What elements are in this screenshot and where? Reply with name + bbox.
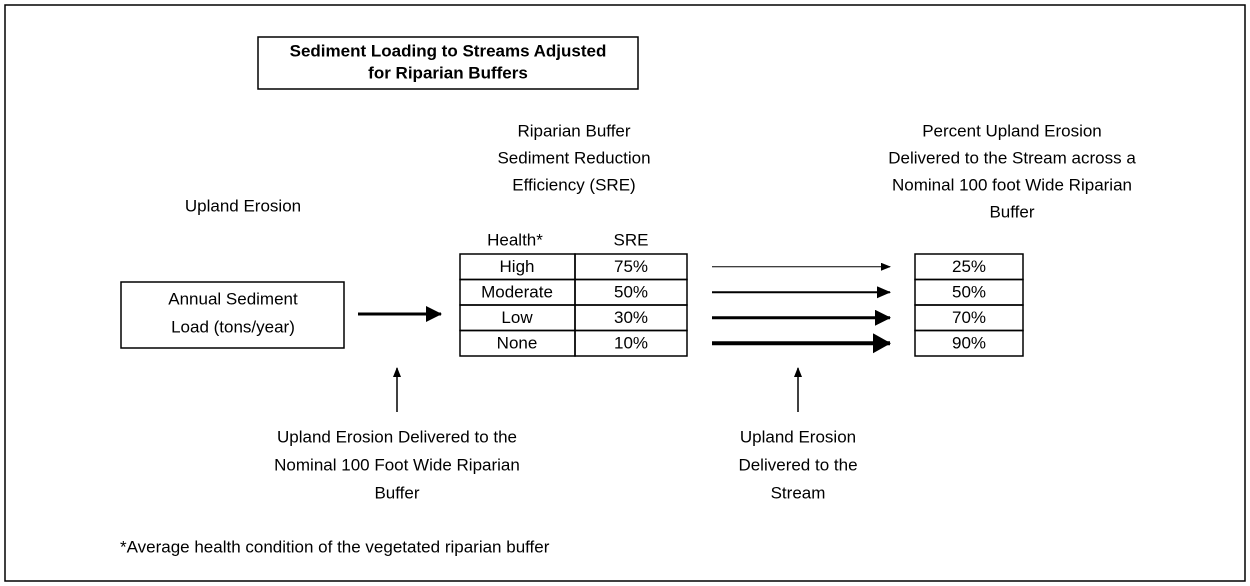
table-header: SRE <box>614 230 649 249</box>
health: Moderate <box>481 283 553 302</box>
delivered: 25% <box>952 257 986 276</box>
table-cell <box>574 329 688 357</box>
health: High <box>500 257 535 276</box>
delivered-header: Percent Upland Erosion <box>922 121 1102 140</box>
upland-header: Upland Erosion <box>185 196 301 215</box>
table: High 75% 25% Moderate 50% 50% Low 30% 70% None 10%… <box>459 253 1024 357</box>
note: Stream <box>771 483 826 502</box>
table-header: Health* <box>487 230 543 249</box>
source-box <box>120 281 345 349</box>
footnote: *Average health condition of the vegetat… <box>120 537 550 556</box>
title-box <box>257 36 639 90</box>
buffer-header: Riparian Buffer <box>517 121 630 140</box>
delivered-header: Nominal 100 foot Wide Riparian <box>892 175 1132 194</box>
delivered-cell <box>914 329 1024 357</box>
sre: 75% <box>614 257 648 276</box>
buffer-header: Sediment Reduction <box>497 148 650 167</box>
source-text: Load (tons/year) <box>171 317 295 336</box>
delivered: 90% <box>952 334 986 353</box>
delivered-header: Buffer <box>989 202 1034 221</box>
delivered: 70% <box>952 308 986 327</box>
sre: 30% <box>614 308 648 327</box>
sre: 50% <box>614 283 648 302</box>
health: Low <box>501 308 533 327</box>
sre: 10% <box>614 334 648 353</box>
note: Buffer <box>374 483 419 502</box>
note: Upland Erosion Delivered to the <box>277 427 517 446</box>
title: Sediment Loading to Streams Adjusted <box>290 41 607 60</box>
buffer-header: Efficiency (SRE) <box>512 175 635 194</box>
frame <box>4 4 1246 582</box>
note: Nominal 100 Foot Wide Riparian <box>274 455 520 474</box>
source-text: Annual Sediment <box>168 289 298 308</box>
title: for Riparian Buffers <box>368 63 528 82</box>
note: Delivered to the <box>738 455 857 474</box>
delivered-header: Delivered to the Stream across a <box>888 148 1136 167</box>
delivered: 50% <box>952 283 986 302</box>
note: Upland Erosion <box>740 427 856 446</box>
health: None <box>497 334 538 353</box>
